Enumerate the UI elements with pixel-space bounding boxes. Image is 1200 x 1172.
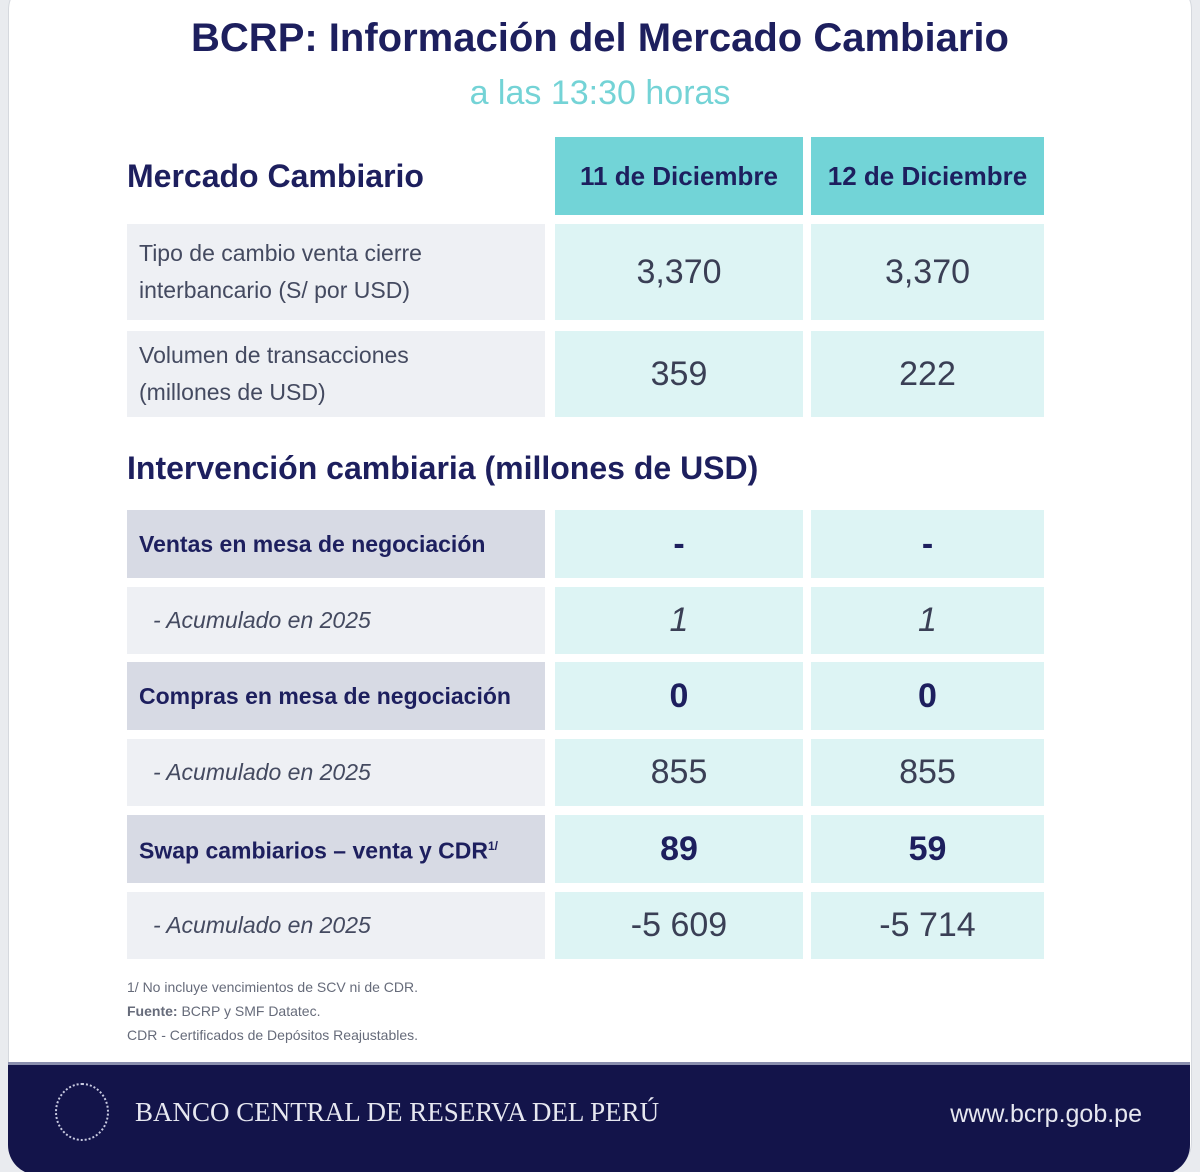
label-text: Swap cambiarios – venta y CDR bbox=[139, 837, 488, 864]
row-label-text: Ventas en mesa de negociación bbox=[139, 526, 545, 563]
bank-name: BANCO CENTRAL DE RESERVA DEL PERÚ bbox=[135, 1097, 660, 1127]
source-text: BCRP y SMF Datatec. bbox=[177, 1003, 321, 1019]
column-header-12: 12 de Diciembre bbox=[811, 137, 1044, 215]
footnote: 1/ No incluye vencimientos de SCV ni de … bbox=[127, 979, 419, 995]
value-cell: 855 bbox=[811, 739, 1044, 806]
value-cell: 359 bbox=[555, 331, 803, 417]
row-label-tipo-cambio: Tipo de cambio venta cierre interbancario… bbox=[127, 224, 545, 320]
value-cell: 855 bbox=[555, 739, 803, 806]
footer bbox=[8, 1062, 1190, 1172]
value-cell: 0 bbox=[811, 662, 1044, 730]
row-label: - Acumulado en 2025 bbox=[127, 892, 545, 959]
row-label-text: - Acumulado en 2025 bbox=[153, 602, 545, 639]
value-cell: - bbox=[811, 510, 1044, 578]
row-label: - Acumulado en 2025 bbox=[127, 739, 545, 806]
bcrp-seal-icon bbox=[55, 1083, 109, 1141]
label-line: (millones de USD) bbox=[139, 379, 326, 405]
section-title-mercado: Mercado Cambiario bbox=[127, 158, 424, 194]
label-text: - Acumulado en 2025 bbox=[153, 912, 371, 938]
label-text: Ventas en mesa de negociación bbox=[139, 530, 486, 557]
value-cell: 89 bbox=[555, 815, 803, 883]
label-text: - Acumulado en 2025 bbox=[153, 607, 371, 633]
row-label-volumen: Volumen de transacciones (millones de USD… bbox=[127, 331, 545, 417]
row-label: Compras en mesa de negociación bbox=[127, 662, 545, 730]
value-cell: 1 bbox=[555, 587, 803, 654]
value-cell: 0 bbox=[555, 662, 803, 730]
row-label-text: - Acumulado en 2025 bbox=[153, 754, 545, 791]
value-cell: 59 bbox=[811, 815, 1044, 883]
value-cell: 3,370 bbox=[555, 224, 803, 320]
row-label: Swap cambiarios – venta y CDR1/ bbox=[127, 815, 545, 883]
value-cell: 3,370 bbox=[811, 224, 1044, 320]
website-link[interactable]: www.bcrp.gob.pe bbox=[950, 1100, 1142, 1128]
label-text: - Acumulado en 2025 bbox=[153, 759, 371, 785]
source-note: Fuente: BCRP y SMF Datatec. bbox=[127, 999, 418, 1023]
superscript: 1/ bbox=[487, 839, 498, 854]
label-line: interbancario (S/ por USD) bbox=[139, 277, 410, 303]
footnotes: 1/ No incluye vencimientos de SCV ni de … bbox=[127, 975, 418, 1047]
row-label: - Acumulado en 2025 bbox=[127, 587, 545, 654]
row-label-text: - Acumulado en 2025 bbox=[153, 907, 545, 944]
row-label: Ventas en mesa de negociación bbox=[127, 510, 545, 578]
row-label-text: Swap cambiarios – venta y CDR1/ bbox=[139, 828, 545, 870]
section-title-intervencion: Intervención cambiaria (millones de USD) bbox=[127, 450, 759, 486]
label-line: Volumen de transacciones bbox=[139, 342, 409, 368]
value-cell: 222 bbox=[811, 331, 1044, 417]
value-cell: - bbox=[555, 510, 803, 578]
value-cell: 1 bbox=[811, 587, 1044, 654]
value-cell: -5 714 bbox=[811, 892, 1044, 959]
source-label: Fuente: bbox=[127, 1003, 178, 1019]
row-label-text: Compras en mesa de negociación bbox=[139, 678, 545, 715]
page-subtitle: a las 13:30 horas bbox=[469, 74, 731, 112]
label-line: Tipo de cambio venta cierre bbox=[139, 240, 422, 266]
page-title: BCRP: Información del Mercado Cambiario bbox=[191, 16, 1009, 60]
column-header-11: 11 de Diciembre bbox=[555, 137, 803, 215]
value-cell: -5 609 bbox=[555, 892, 803, 959]
label-text: Compras en mesa de negociación bbox=[139, 682, 511, 709]
footnote: CDR - Certificados de Depósitos Reajusta… bbox=[127, 1027, 419, 1043]
